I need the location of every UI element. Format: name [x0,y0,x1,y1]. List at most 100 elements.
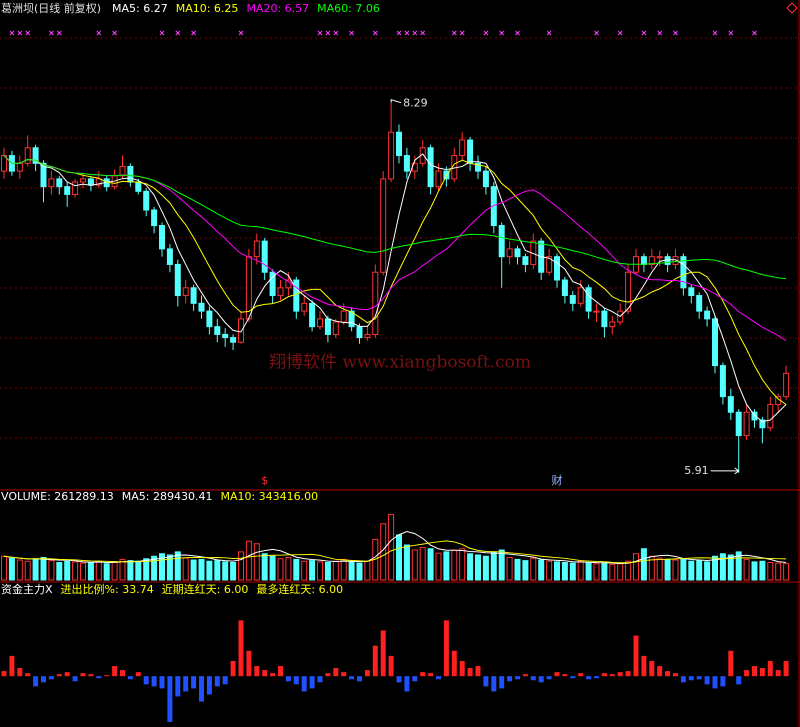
volume-ma-line [3,540,787,564]
fund-bar [728,650,734,677]
fund-bar [594,676,599,679]
volume-bar [443,551,450,581]
volume-bar [664,558,671,581]
volume-bar [95,560,102,581]
volume-bar [261,553,268,581]
candle-body [546,256,553,273]
fund-bar [530,676,536,681]
volume-bar [585,562,592,581]
signal-mark [96,30,102,36]
fund-bar [88,674,94,677]
signal-mark [333,30,339,36]
fund-bar [404,676,410,692]
fund-bar [301,676,307,692]
signal-mark [349,30,354,36]
volume-bar [743,558,750,581]
volume-bar [348,561,355,581]
ma-line [3,155,787,405]
volume-bar [364,560,371,581]
volume-bar [735,551,742,581]
fund-bar [56,674,62,677]
fund-bar [199,676,204,702]
legend-entry: MA20: 6.57 [246,2,309,15]
candle-body [751,411,758,421]
volume-bar [601,562,608,581]
candle-body [151,209,158,227]
volume-bar [87,562,94,581]
fund-bar [270,673,276,677]
fund-bar [364,670,370,677]
ma-line [3,153,787,423]
fund-bar [483,676,489,687]
volume-bar [704,561,711,581]
volume-bar [538,559,545,581]
candle-body [403,155,410,172]
candle-body [230,337,237,343]
fund-bar [151,676,157,687]
candle-body [427,147,434,188]
volume-bar [40,557,47,581]
volume-bar [593,563,600,581]
volume-bar [719,553,726,581]
signal-mark [459,30,465,36]
candle-body [554,256,560,281]
fund-bar [120,670,125,677]
candle-body [688,287,695,297]
fund-bar [262,670,268,677]
signal-mark [56,30,62,36]
volume-bar [119,558,126,581]
fund-bar [238,620,244,677]
signal-mark [412,30,418,36]
fund-bar [720,676,726,687]
fund-bar [80,673,86,677]
annotation-label: 8.29 [403,97,428,110]
volume-bar [222,561,229,581]
candle-body [135,181,142,192]
volume-bar [569,562,576,581]
fund-bar [357,676,362,682]
signal-mark [49,30,54,36]
fund-bar [475,666,481,677]
volume-bar [127,560,134,581]
signal-mark [451,30,457,36]
volume-bar [111,561,118,581]
fund-bar [625,671,631,677]
volume-bar [435,552,442,581]
fund-bar [507,676,513,682]
signal-mark [191,30,196,36]
candle-body [435,170,442,188]
fund-bar [744,670,750,677]
volume-bar [293,558,300,581]
candle-body [625,271,632,312]
fund-bar [33,676,39,687]
candle-body [56,178,63,188]
candle-body [245,256,252,320]
signal-mark [175,30,181,36]
fund-bar [230,660,236,677]
signal-mark [112,30,117,36]
volume-bar [80,562,86,581]
fund-bar [712,676,718,689]
signal-mark [546,30,552,36]
candle-body [206,310,213,328]
volume-bar [285,557,292,581]
fund-bar [570,676,576,679]
fund-bar [752,666,757,677]
candle-body [301,302,308,312]
fund-bar [72,676,78,682]
fund-bar [167,676,173,722]
fund-bar [214,676,220,687]
candle-body [696,295,703,312]
candle-body [340,310,347,323]
candle-body [348,310,355,328]
volume-bar [530,557,537,581]
legend-entry: MA5: 6.27 [112,2,168,15]
candle-body [704,310,711,320]
volume-bar [403,544,410,581]
volume-bar [32,558,39,581]
fund-bar [48,676,54,680]
signal-mark [657,30,663,36]
volume-bar [640,548,647,581]
fund-bar [436,676,441,680]
candle-body [672,256,679,265]
